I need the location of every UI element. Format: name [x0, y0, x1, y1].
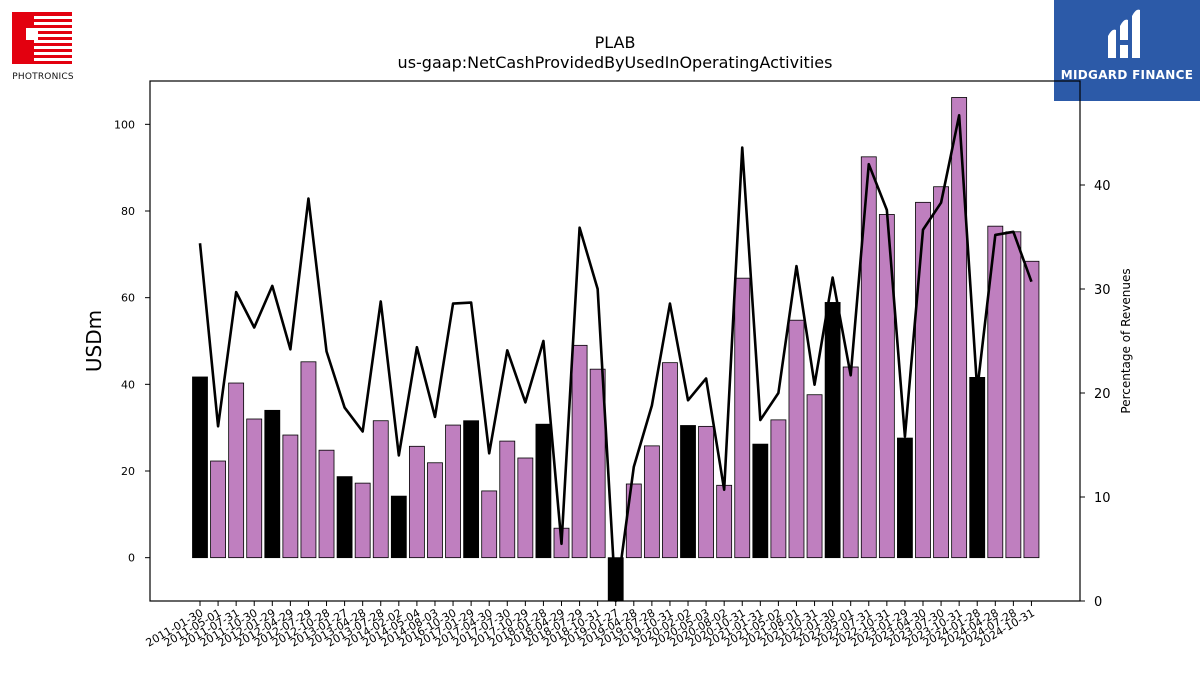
- right-tick-label: 10: [1094, 491, 1111, 506]
- bar-2022-07-31: [860, 156, 877, 559]
- bar-2011-10-30: [246, 418, 263, 559]
- bar-2011-07-31: [228, 382, 245, 559]
- bar-2021-10-31: [806, 394, 823, 559]
- bar-2012-01-29: [264, 409, 281, 559]
- bar-2024-07-28: [1005, 231, 1022, 559]
- photronics-logo-text: PHOTRONICS: [12, 72, 74, 82]
- bar-2021-01-31: [752, 443, 769, 559]
- bar-2014-05-04: [408, 445, 425, 559]
- bar-2021-05-02: [770, 419, 787, 559]
- midgard-logo-text: MIDGARD FINANCE: [1060, 68, 1194, 82]
- bar-2014-02-02: [390, 495, 407, 559]
- bar-2022-05-01: [842, 366, 859, 559]
- bar-2012-04-29: [282, 434, 299, 559]
- bar-2018-07-29: [571, 344, 588, 559]
- photronics-logo: [8, 8, 78, 88]
- bar-2020-02-02: [680, 425, 696, 559]
- bar-2019-07-28: [643, 445, 660, 559]
- bar-2019-04-28: [625, 483, 642, 559]
- x-axis-ticks: 2011-01-302011-05-012011-07-312011-10-30…: [144, 601, 1037, 650]
- left-tick-label: 40: [121, 378, 135, 391]
- bar-2017-07-30: [499, 440, 516, 559]
- bar-2020-05-03: [698, 425, 714, 559]
- bar-2020-10-31: [734, 277, 751, 559]
- right-tick-label: 0: [1094, 595, 1102, 610]
- bar-2021-08-01: [788, 319, 805, 559]
- bar-2012-10-28: [318, 449, 335, 559]
- bar-2013-01-27: [336, 476, 353, 559]
- right-tick-label: 30: [1094, 283, 1111, 298]
- bar-2017-10-29: [517, 457, 534, 559]
- chart-subtitle: us-gaap:NetCashProvidedByUsedInOperating…: [398, 53, 833, 72]
- bar-2023-01-29: [897, 437, 913, 559]
- left-tick-label: 100: [114, 118, 135, 131]
- y-axis-label-right: Percentage of Revenues: [1119, 268, 1133, 413]
- bar-2011-05-01: [210, 460, 226, 559]
- bar-2023-10-31: [951, 97, 968, 559]
- plot-frame: [149, 80, 1081, 602]
- bar-2013-04-28: [354, 482, 371, 559]
- bar-2017-04-30: [481, 490, 498, 559]
- bar-2011-01-30: [192, 376, 208, 559]
- bars-group: [192, 97, 1040, 602]
- bar-2012-07-29: [300, 361, 317, 559]
- bar-2023-04-30: [915, 201, 931, 559]
- bar-2024-04-28: [987, 225, 1004, 559]
- right-tick-label: 40: [1094, 179, 1111, 194]
- bar-2014-08-03: [427, 462, 443, 559]
- bar-2022-01-30: [824, 302, 841, 559]
- bar-2024-01-28: [969, 376, 986, 559]
- bar-2016-10-30: [445, 424, 461, 559]
- bar-2024-10-31: [1023, 260, 1040, 559]
- bar-2018-01-28: [535, 423, 552, 559]
- right-tick-label: 20: [1094, 387, 1111, 402]
- bar-2020-08-02: [716, 484, 733, 559]
- bar-2018-10-31: [589, 368, 606, 559]
- left-tick-label: 80: [121, 205, 135, 218]
- bar-2017-01-29: [463, 420, 480, 559]
- left-tick-label: 20: [121, 465, 135, 478]
- left-tick-label: 60: [121, 292, 135, 305]
- chart-title: PLAB: [595, 33, 636, 52]
- midgard-logo-icon: [1108, 9, 1140, 59]
- left-tick-label: 0: [128, 552, 135, 565]
- y-axis-label-left: USDm: [82, 310, 106, 372]
- bar-2023-07-30: [933, 186, 949, 559]
- bar-2013-07-28: [372, 420, 389, 559]
- midgard-finance-logo: MIDGARD FINANCE: [1054, 0, 1200, 101]
- photronics-logo-icon: [12, 12, 72, 64]
- right-axis-ticks: 0 10 20 30 40: [1080, 179, 1111, 610]
- bar-2019-10-31: [662, 362, 678, 559]
- left-axis-ticks: 0 20 40 60 80 100: [114, 118, 150, 565]
